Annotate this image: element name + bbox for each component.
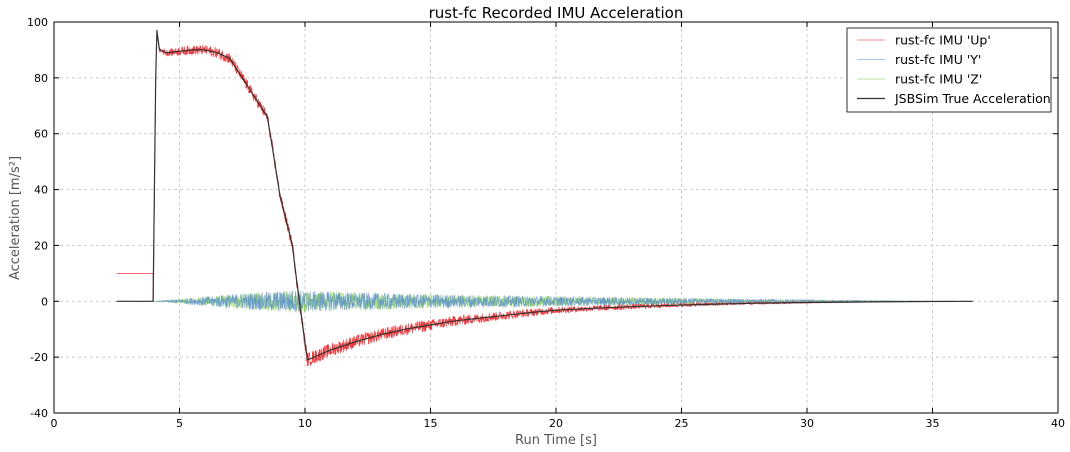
y-tick-label: -40 xyxy=(30,407,48,420)
x-tick-label: 0 xyxy=(51,417,58,430)
x-tick-label: 30 xyxy=(800,417,814,430)
y-tick-label: 40 xyxy=(34,184,48,197)
y-tick-label: -20 xyxy=(30,351,48,364)
x-axis-label: Run Time [s] xyxy=(515,433,597,448)
x-tick-label: 5 xyxy=(176,417,183,430)
series-layer xyxy=(116,29,973,367)
chart-title: rust-fc Recorded IMU Acceleration xyxy=(429,4,684,22)
x-tick-label: 35 xyxy=(926,417,940,430)
y-tick-label: 100 xyxy=(27,16,48,29)
legend-entry-0: rust-fc IMU 'Up' xyxy=(895,33,991,48)
series-line-3 xyxy=(116,29,973,361)
x-tick-label: 10 xyxy=(298,417,312,430)
legend-entry-3: JSBSim True Acceleration xyxy=(894,91,1051,106)
x-tick-label: 25 xyxy=(675,417,689,430)
y-tick-label: 60 xyxy=(34,128,48,141)
y-axis-label: Acceleration [m/s²] xyxy=(8,156,23,280)
legend-entry-1: rust-fc IMU 'Y' xyxy=(895,52,981,67)
x-tick-label: 40 xyxy=(1051,417,1065,430)
series-line-1 xyxy=(116,290,973,313)
x-tick-label: 15 xyxy=(424,417,438,430)
y-tick-label: 80 xyxy=(34,72,48,85)
axis-ticks: 0 5 10 15 20 25 30 35 40 -40 -20 0 20 40 60 80 100 xyxy=(27,16,1065,430)
legend: rust-fc IMU 'Up' rust-fc IMU 'Y' rust-fc I… xyxy=(846,27,1052,113)
y-tick-label: 20 xyxy=(34,239,48,252)
legend-entry-2: rust-fc IMU 'Z' xyxy=(895,72,982,87)
y-tick-label: 0 xyxy=(41,295,48,308)
x-tick-label: 20 xyxy=(549,417,563,430)
